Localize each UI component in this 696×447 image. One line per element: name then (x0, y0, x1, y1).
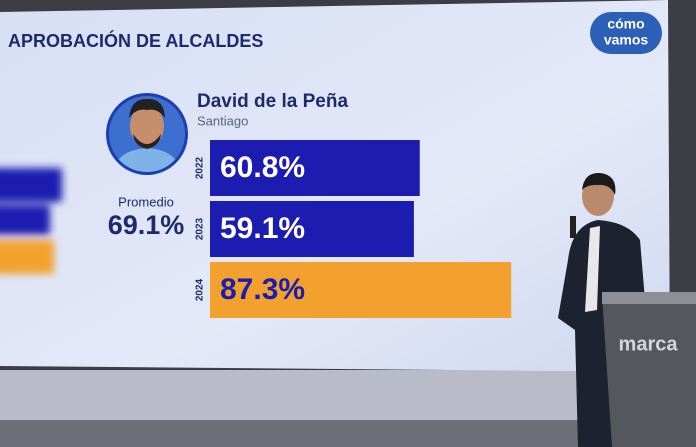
podium-brand: marca (619, 333, 679, 355)
subject-city: Santiago (197, 113, 248, 128)
podium (602, 292, 696, 447)
podium-top (602, 292, 696, 304)
value-label: 60.8% (220, 151, 305, 184)
chart-title: APROBACIÓN DE ALCALDES (8, 30, 263, 51)
value-label: 59.1% (220, 212, 305, 245)
logo (590, 12, 662, 54)
blurred-panel (0, 168, 62, 274)
subject-name: David de la Peña (197, 91, 348, 112)
category-label: 2022 (195, 156, 206, 179)
bar (210, 201, 414, 257)
logo-text: vamos (604, 32, 649, 48)
value-label: 87.3% (220, 273, 305, 306)
bar (210, 262, 512, 318)
portrait (109, 96, 185, 172)
logo-text: cómo (607, 16, 644, 32)
average-label: Promedio (118, 194, 174, 209)
bar (210, 140, 420, 196)
average-value: 69.1% (108, 210, 185, 240)
bar-chart: 60.8% 2022 59.1% 2023 87.3% 2024 (195, 140, 512, 318)
category-label: 2024 (195, 278, 206, 301)
category-label: 2023 (195, 217, 206, 240)
